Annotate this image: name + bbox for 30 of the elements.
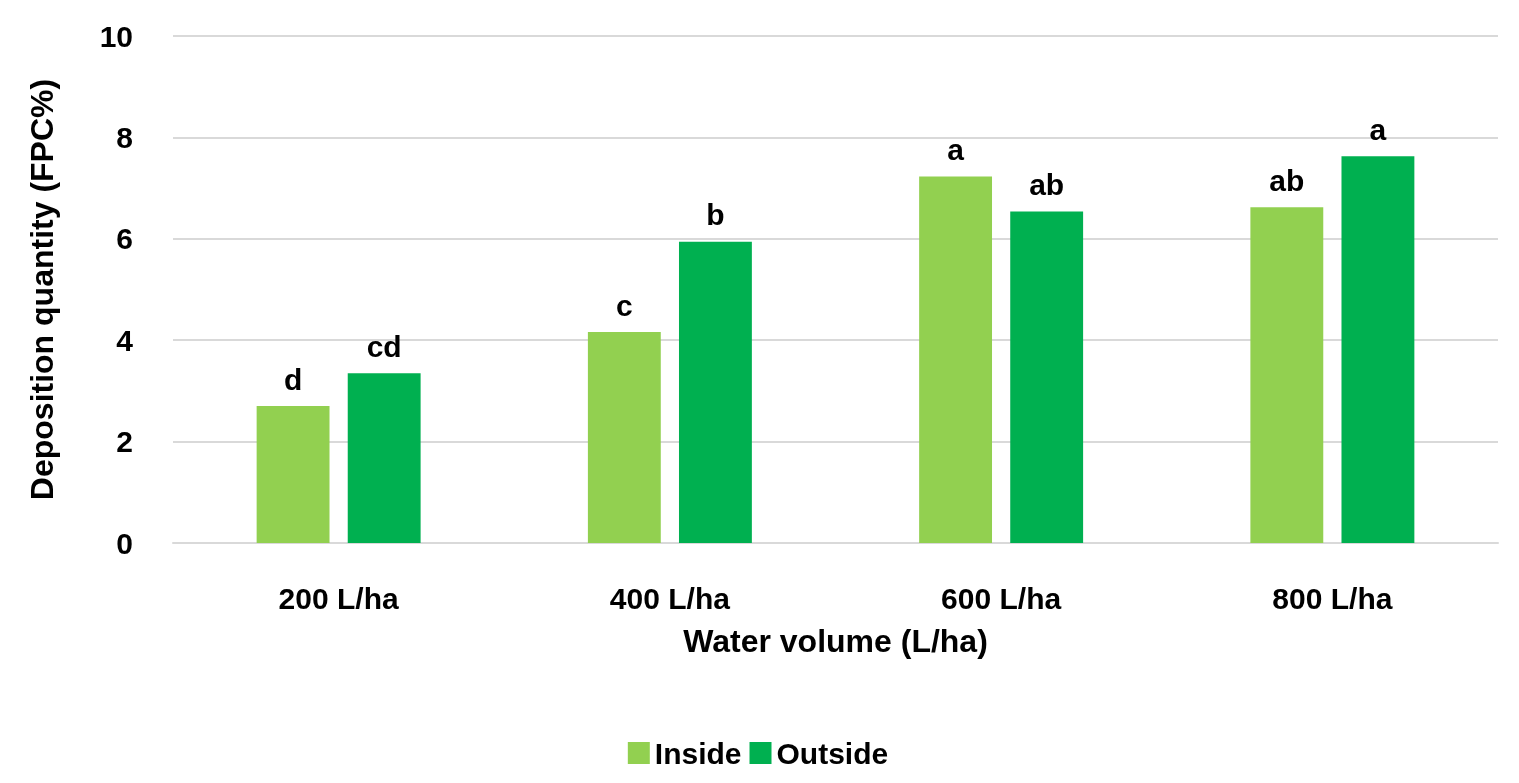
x-tick-label: 200 L/ha <box>278 581 399 615</box>
x-axis-title: Water volume (L/ha) <box>683 623 988 659</box>
data-label: c <box>615 288 633 322</box>
data-label: d <box>283 362 303 396</box>
bar <box>347 373 421 543</box>
legend-label: Inside <box>654 736 742 770</box>
legend-label: Outside <box>776 736 889 770</box>
data-label: cd <box>366 329 402 363</box>
data-label: b <box>706 198 725 232</box>
bar <box>919 176 993 543</box>
y-tick-label: 0 <box>116 526 133 560</box>
bar <box>1010 211 1084 543</box>
data-label: ab <box>1029 167 1065 201</box>
y-tick-label: 8 <box>116 120 133 154</box>
bar <box>1250 207 1324 543</box>
bar <box>256 406 330 543</box>
data-label: a <box>947 132 965 166</box>
x-tick-label: 400 L/ha <box>609 581 731 615</box>
data-label: a <box>1369 112 1387 146</box>
y-axis-title: Deposition quantity (FPC%) <box>24 78 60 501</box>
x-tick-label: 600 L/ha <box>941 581 1062 615</box>
bar <box>1341 156 1415 543</box>
y-tick-label: 10 <box>99 19 133 53</box>
bar <box>587 332 661 543</box>
data-label: ab <box>1269 163 1305 197</box>
y-tick-label: 4 <box>116 323 134 357</box>
y-tick-label: 6 <box>116 222 133 256</box>
y-tick-label: 2 <box>116 425 133 459</box>
bar <box>678 241 752 543</box>
x-tick-label: 800 L/ha <box>1272 581 1393 615</box>
